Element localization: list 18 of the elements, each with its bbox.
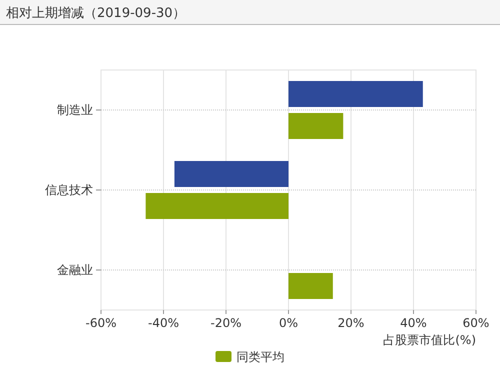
bar (288, 81, 423, 107)
bar (288, 273, 333, 299)
chart-title: 相对上期增减（2019-09-30） (6, 6, 186, 21)
x-tick-label: -60% (85, 316, 117, 330)
x-tick-label: 20% (338, 316, 364, 330)
x-tick-label: -20% (210, 316, 242, 330)
x-tick-label: -40% (148, 316, 180, 330)
bar (288, 113, 344, 139)
x-tick-label: 40% (400, 316, 427, 330)
y-tick-label: 金融业 (57, 263, 93, 277)
legend-label: 同类平均 (236, 350, 284, 364)
y-tick-label: 信息技术 (45, 183, 93, 197)
bar (174, 161, 288, 187)
bar (146, 193, 288, 219)
x-axis-title: 占股票市值比(%) (383, 333, 476, 347)
x-tick-label: 0% (278, 316, 298, 330)
y-tick-label: 制造业 (57, 103, 93, 117)
x-tick-label: 60% (462, 316, 490, 330)
